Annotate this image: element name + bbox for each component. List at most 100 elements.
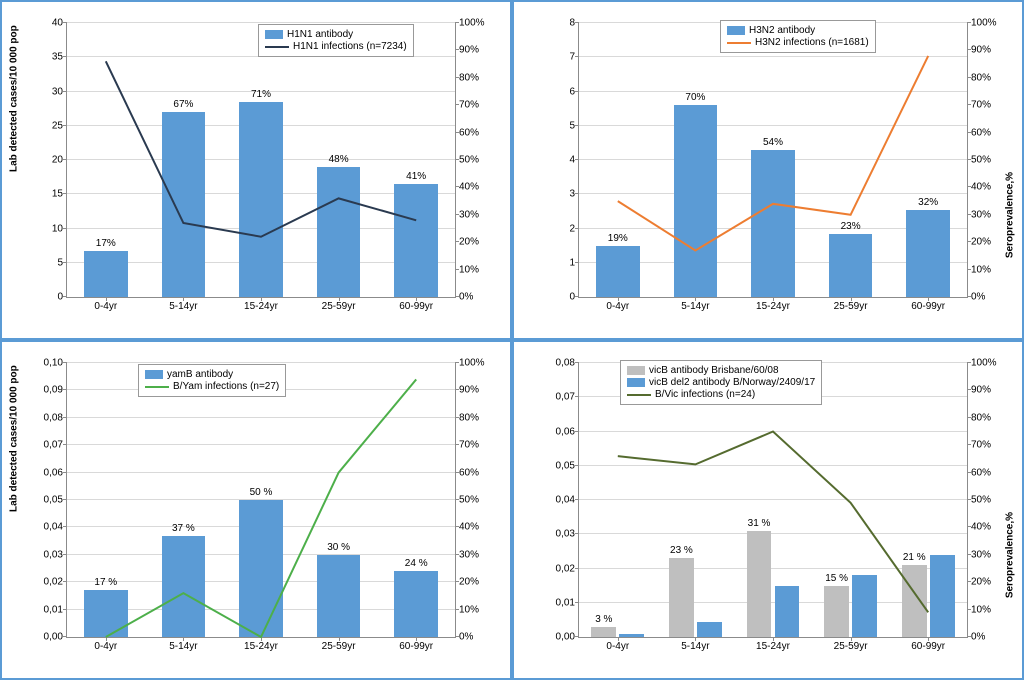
y-right-tick: 50% xyxy=(971,155,991,166)
x-tick: 25-59yr xyxy=(834,641,868,652)
chart-area: 0,000,010,020,030,040,050,060,070,080,09… xyxy=(66,362,456,638)
x-tick: 5-14yr xyxy=(681,641,709,652)
y-right-tick: 0% xyxy=(971,632,985,643)
x-tick: 5-14yr xyxy=(169,301,197,312)
y-right-tick: 90% xyxy=(971,385,991,396)
y-left-tick: 0,02 xyxy=(556,563,575,574)
y-right-tick: 70% xyxy=(459,100,479,111)
y-left-tick: 0,04 xyxy=(556,495,575,506)
y-left-tick: 0,05 xyxy=(44,495,63,506)
legend-item: vicB antibody Brisbane/60/08 xyxy=(627,365,815,376)
y-left-tick: 0 xyxy=(57,292,63,303)
y-right-tick: 40% xyxy=(459,522,479,533)
y-left-tick: 40 xyxy=(52,18,63,29)
x-tick: 0-4yr xyxy=(94,641,117,652)
y-right-tick: 10% xyxy=(971,604,991,615)
y-left-tick: 8 xyxy=(569,18,575,29)
y-left-tick: 0,01 xyxy=(44,604,63,615)
y-left-tick: 0 xyxy=(569,292,575,303)
y-left-tick: 10 xyxy=(52,223,63,234)
line-overlay xyxy=(67,363,455,637)
y-right-tick: 70% xyxy=(971,440,991,451)
y-right-tick: 0% xyxy=(971,292,985,303)
y-left-tick: 20 xyxy=(52,155,63,166)
y-left-tick: 0,03 xyxy=(556,529,575,540)
legend: H3N2 antibodyH3N2 infections (n=1681) xyxy=(720,20,876,53)
legend: vicB antibody Brisbane/60/08vicB del2 an… xyxy=(620,360,822,405)
x-tick: 60-99yr xyxy=(911,301,945,312)
x-tick: 15-24yr xyxy=(756,641,790,652)
y-right-tick: 20% xyxy=(971,577,991,588)
y-left-tick: 5 xyxy=(57,257,63,268)
legend-label: H3N2 infections (n=1681) xyxy=(755,37,869,48)
y-left-tick: 0,08 xyxy=(556,358,575,369)
y-right-tick: 100% xyxy=(459,358,485,369)
x-tick: 15-24yr xyxy=(244,301,278,312)
y-right-tick: 30% xyxy=(971,549,991,560)
y-right-tick: 30% xyxy=(971,209,991,220)
y-right-tick: 40% xyxy=(459,182,479,193)
legend-swatch-line xyxy=(627,394,651,396)
y-left-tick: 30 xyxy=(52,86,63,97)
y-right-tick: 50% xyxy=(459,155,479,166)
legend-item: vicB del2 antibody B/Norway/2409/17 xyxy=(627,377,815,388)
legend-swatch-bar xyxy=(145,370,163,379)
y-left-tick: 4 xyxy=(569,155,575,166)
y-right-tick: 100% xyxy=(971,18,997,29)
y-left-tick: 0,00 xyxy=(556,632,575,643)
legend-swatch-bar xyxy=(727,26,745,35)
legend-swatch-line xyxy=(145,386,169,388)
x-tick: 0-4yr xyxy=(606,301,629,312)
series-line xyxy=(106,61,416,236)
y-right-tick: 100% xyxy=(459,18,485,29)
y-right-tick: 60% xyxy=(459,127,479,138)
legend-swatch-bar xyxy=(627,366,645,375)
legend-label: H3N2 antibody xyxy=(749,25,815,36)
y-right-tick: 0% xyxy=(459,292,473,303)
y-right-tick: 40% xyxy=(971,182,991,193)
y-left-tick: 3 xyxy=(569,189,575,200)
y-left-label: Lab detected cases/10 000 pop xyxy=(9,365,20,512)
y-right-tick: 10% xyxy=(459,264,479,275)
x-tick: 15-24yr xyxy=(756,301,790,312)
y-right-tick: 50% xyxy=(971,495,991,506)
y-right-label: Seroprevalence,% xyxy=(1005,512,1016,598)
y-right-tick: 70% xyxy=(459,440,479,451)
chart-area: 05101520253035400%10%20%30%40%50%60%70%8… xyxy=(66,22,456,298)
y-left-tick: 0,10 xyxy=(44,358,63,369)
y-left-tick: 0,06 xyxy=(44,467,63,478)
line-overlay xyxy=(67,23,455,297)
panel-h3n2: 0123456780%10%20%30%40%50%60%70%80%90%10… xyxy=(512,0,1024,340)
y-left-tick: 0,02 xyxy=(44,577,63,588)
legend-item: B/Yam infections (n=27) xyxy=(145,381,279,392)
panel-vicb: 0,000,010,020,030,040,050,060,070,080%10… xyxy=(512,340,1024,680)
y-left-tick: 7 xyxy=(569,52,575,63)
x-tick: 5-14yr xyxy=(169,641,197,652)
y-left-tick: 2 xyxy=(569,223,575,234)
y-right-tick: 30% xyxy=(459,209,479,220)
series-line xyxy=(618,56,928,251)
legend-label: B/Vic infections (n=24) xyxy=(655,389,755,400)
legend-swatch-bar xyxy=(627,378,645,387)
y-right-label: Seroprevalence,% xyxy=(1005,172,1016,258)
x-tick: 15-24yr xyxy=(244,641,278,652)
legend-item: H1N1 antibody xyxy=(265,29,407,40)
y-right-tick: 90% xyxy=(459,45,479,56)
legend-item: B/Vic infections (n=24) xyxy=(627,389,815,400)
y-right-tick: 60% xyxy=(459,467,479,478)
y-left-tick: 0,09 xyxy=(44,385,63,396)
y-left-tick: 0,01 xyxy=(556,597,575,608)
legend-swatch-bar xyxy=(265,30,283,39)
y-left-tick: 0,03 xyxy=(44,549,63,560)
legend-label: vicB del2 antibody B/Norway/2409/17 xyxy=(649,377,815,388)
series-line xyxy=(106,379,416,637)
legend-label: vicB antibody Brisbane/60/08 xyxy=(649,365,779,376)
x-tick: 60-99yr xyxy=(399,641,433,652)
y-left-tick: 0,00 xyxy=(44,632,63,643)
y-right-tick: 70% xyxy=(971,100,991,111)
line-overlay xyxy=(579,23,967,297)
y-left-tick: 25 xyxy=(52,120,63,131)
y-left-tick: 6 xyxy=(569,86,575,97)
legend: yamB antibodyB/Yam infections (n=27) xyxy=(138,364,286,397)
y-left-tick: 0,07 xyxy=(556,392,575,403)
